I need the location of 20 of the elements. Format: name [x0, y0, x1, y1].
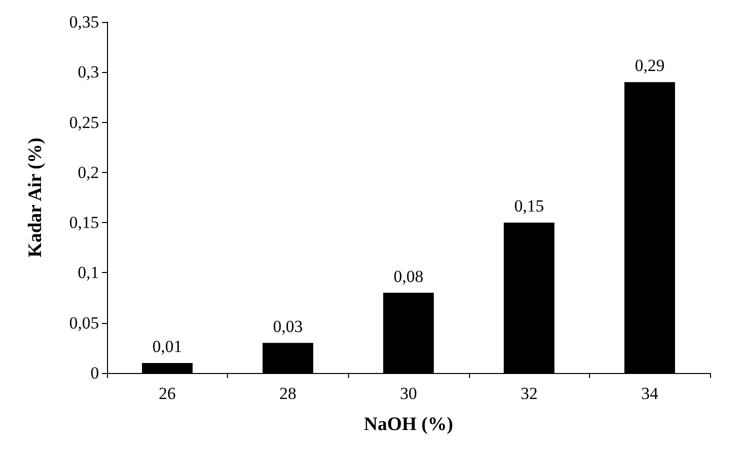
- x-tick-label: 30: [400, 384, 417, 403]
- y-tick-label: 0,15: [69, 213, 99, 232]
- y-tick-label: 0,05: [69, 313, 99, 332]
- x-tick-label: 34: [641, 384, 659, 403]
- y-tick-label: 0: [90, 364, 99, 382]
- x-axis-title: NaOH (%): [364, 414, 454, 435]
- data-label: 0,01: [152, 336, 182, 356]
- data-label: 0,08: [394, 266, 424, 286]
- y-tick-label: 0,2: [78, 162, 99, 182]
- y-tick-label: 0,1: [78, 263, 99, 282]
- y-tick-label: 0,35: [69, 12, 99, 32]
- x-tick-label: 26: [158, 384, 176, 403]
- data-label: 0,03: [273, 316, 303, 336]
- data-label: 0,15: [514, 196, 544, 216]
- x-tick-label: 32: [520, 384, 538, 403]
- y-tick-label: 0,25: [69, 112, 99, 132]
- data-label: 0,29: [634, 56, 665, 76]
- x-tick-label: 28: [279, 384, 296, 403]
- y-axis-title: Kadar Air (%): [25, 138, 46, 258]
- y-tick-label: 0,3: [78, 62, 99, 82]
